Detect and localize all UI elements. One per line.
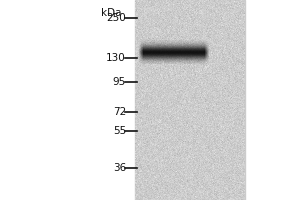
Text: 36: 36	[113, 163, 126, 173]
Text: 72: 72	[113, 107, 126, 117]
Text: 250: 250	[106, 13, 126, 23]
Bar	[135, 0, 245, 200]
Text: 95: 95	[113, 77, 126, 87]
Text: 55: 55	[113, 126, 126, 136]
Text: 130: 130	[106, 53, 126, 63]
Text: kDa: kDa	[101, 8, 122, 18]
